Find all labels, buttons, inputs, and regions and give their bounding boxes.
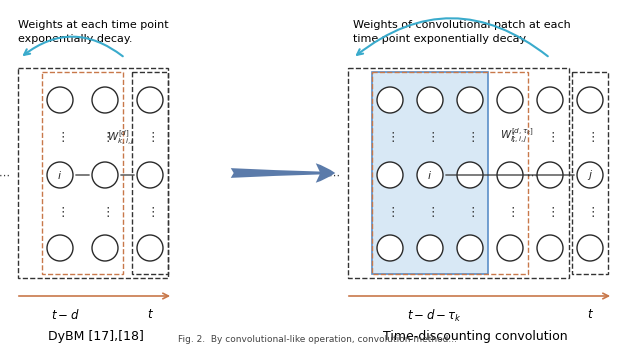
Text: $\vdots$: $\vdots$ [505,205,514,219]
Text: $t-d$: $t-d$ [51,308,79,322]
Bar [348,68,569,278]
Text: $W_{k,i,j}^{[d,\tau_k]}$: $W_{k,i,j}^{[d,\tau_k]}$ [500,126,534,145]
Text: $i$: $i$ [427,169,432,181]
Text: $i$: $i$ [58,169,63,181]
FancyArrowPatch shape [24,37,123,56]
Text: $\cdots\!\cdots$: $\cdots\!\cdots$ [0,170,10,180]
Circle shape [47,87,73,113]
Bar [572,72,608,274]
Circle shape [137,235,163,261]
Circle shape [497,235,523,261]
Circle shape [417,87,443,113]
Circle shape [377,162,403,188]
Circle shape [577,235,603,261]
Circle shape [457,162,483,188]
FancyArrowPatch shape [357,18,548,56]
Circle shape [137,162,163,188]
Circle shape [377,87,403,113]
Text: $\vdots$: $\vdots$ [101,205,110,219]
Text: $\vdots$: $\vdots$ [465,205,474,219]
Text: $\vdots$: $\vdots$ [56,205,65,219]
Text: $t$: $t$ [586,308,593,321]
Text: $\vdots$: $\vdots$ [465,130,474,144]
Bar [372,72,488,274]
Text: $\vdots$: $\vdots$ [545,130,555,144]
Circle shape [47,162,73,188]
Text: $\vdots$: $\vdots$ [146,130,155,144]
Bar [42,72,123,274]
Text: Fig. 2.  By convolutional-like operation, convolution method...: Fig. 2. By convolutional-like operation,… [178,335,456,344]
Text: $\vdots$: $\vdots$ [385,205,394,219]
Circle shape [537,235,563,261]
Text: Weights at each time point: Weights at each time point [18,20,169,30]
Circle shape [137,87,163,113]
Circle shape [457,87,483,113]
Text: $\cdots\!\cdots$: $\cdots\!\cdots$ [319,170,340,180]
Circle shape [497,162,523,188]
Text: $\vdots$: $\vdots$ [425,205,434,219]
Circle shape [537,87,563,113]
Text: $\vdots$: $\vdots$ [586,130,595,144]
Circle shape [577,162,603,188]
Circle shape [457,235,483,261]
Text: $t$: $t$ [146,308,153,321]
Circle shape [577,87,603,113]
Text: $\cdots$: $\cdots$ [526,170,538,180]
Circle shape [92,162,118,188]
Circle shape [377,235,403,261]
Bar [132,72,168,274]
Text: $W_{k,i,j}^{[d]}$: $W_{k,i,j}^{[d]}$ [107,129,135,147]
Text: $\vdots$: $\vdots$ [146,205,155,219]
Text: DyBM [17],[18]: DyBM [17],[18] [48,330,143,343]
Text: $\vdots$: $\vdots$ [545,205,555,219]
Text: exponentially decay.: exponentially decay. [18,34,133,44]
Text: Weights of convolutional patch at each: Weights of convolutional patch at each [353,20,571,30]
Circle shape [92,87,118,113]
FancyArrowPatch shape [231,163,335,183]
Circle shape [47,235,73,261]
Text: $\vdots$: $\vdots$ [56,130,65,144]
Bar [372,72,528,274]
Text: $\vdots$: $\vdots$ [586,205,595,219]
Circle shape [497,87,523,113]
Circle shape [92,235,118,261]
Text: $\vdots$: $\vdots$ [425,130,434,144]
Circle shape [417,162,443,188]
Bar [18,68,168,278]
Text: $t-d-\tau_k$: $t-d-\tau_k$ [408,308,463,324]
Text: $j$: $j$ [587,168,593,182]
Circle shape [537,162,563,188]
Text: $\vdots$: $\vdots$ [385,130,394,144]
Text: $\vdots$: $\vdots$ [505,130,514,144]
Text: Time-discounting convolution: Time-discounting convolution [383,330,568,343]
Text: time point exponentially decay.: time point exponentially decay. [353,34,528,44]
Text: $\vdots$: $\vdots$ [101,130,110,144]
Circle shape [417,235,443,261]
